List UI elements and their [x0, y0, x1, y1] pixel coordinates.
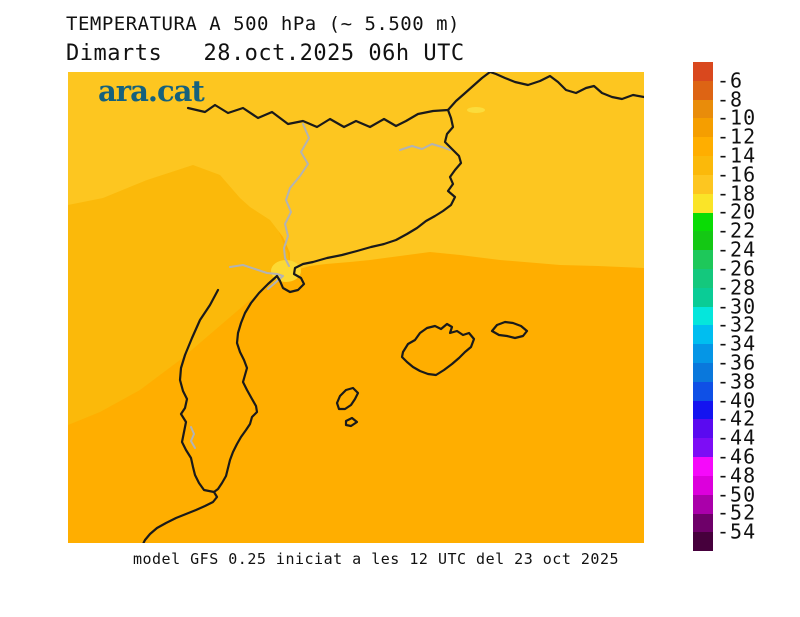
scale-label: -16 [717, 162, 757, 187]
island-menorca [490, 320, 529, 340]
island-mallorca [400, 322, 476, 377]
scale-segment [693, 193, 713, 213]
scale-label: -20 [717, 199, 757, 224]
map-fill-north-patch [467, 107, 485, 113]
scale-label: -48 [717, 463, 757, 488]
scale-label: -36 [717, 350, 757, 375]
map-fill-mid [68, 155, 290, 425]
scale-segment [693, 400, 713, 420]
scale-segment [693, 212, 713, 232]
border-aragon-catalonia [283, 123, 310, 267]
temperature-scale-bar [693, 62, 713, 552]
scale-segment [693, 532, 713, 552]
scale-label: -26 [717, 256, 757, 281]
scale-segment [693, 344, 713, 363]
scale-segment [693, 62, 713, 81]
border-pyrenees [186, 103, 450, 129]
scale-segment [693, 287, 713, 307]
scale-segment [693, 457, 713, 476]
scale-label: -12 [717, 124, 757, 149]
scale-segment [693, 156, 713, 175]
scale-label: -50 [717, 482, 757, 507]
border-northern-catalonia [399, 143, 451, 151]
scale-label: -10 [717, 105, 757, 130]
scale-label: -8 [717, 87, 744, 112]
temperature-map-svg [68, 72, 644, 543]
map-fill-light [68, 72, 644, 272]
scale-segment [693, 494, 713, 514]
scale-label: -44 [717, 425, 757, 450]
scale-segment [693, 137, 713, 157]
scale-segment [693, 174, 713, 194]
ara-cat-logo: ara.cat [98, 74, 205, 108]
scale-label: -38 [717, 369, 757, 394]
page-subtitle: Dimarts 28.oct.2025 06h UTC [66, 41, 465, 66]
scale-label: -28 [717, 275, 757, 300]
scale-segment [693, 306, 713, 326]
scale-label: -30 [717, 294, 757, 319]
scale-label: -42 [717, 406, 757, 431]
border-valencia-provinces [190, 426, 196, 449]
scale-label: -54 [717, 519, 757, 544]
scale-segment [693, 475, 713, 495]
temperature-scale-labels: -6 -8 -10 -12 -14 -16 -18 -20 -22 -24 -26 -28 -30 -32… [717, 62, 787, 551]
scale-segment [693, 118, 713, 138]
scale-segment [693, 325, 713, 345]
scale-label: -52 [717, 500, 757, 525]
page-title: TEMPERATURA A 500 hPa (~ 5.500 m) [66, 13, 460, 35]
scale-segment [693, 513, 713, 533]
scale-label: -24 [717, 237, 757, 262]
coastline-france [446, 72, 644, 112]
scale-label: -46 [717, 444, 757, 469]
coastline-catalonia-valencia [142, 108, 463, 543]
scale-segment [693, 438, 713, 458]
scale-segment [693, 363, 713, 382]
scale-label: -14 [717, 143, 757, 168]
footer-caption: model GFS 0.25 iniciat a les 12 UTC del … [132, 550, 620, 568]
scale-label: -22 [717, 218, 757, 243]
map-canvas [68, 72, 644, 543]
scale-label: -18 [717, 181, 757, 206]
scale-segment [693, 419, 713, 439]
scale-segment [693, 99, 713, 119]
scale-segment [693, 268, 713, 288]
scale-segment [693, 250, 713, 269]
scale-segment [693, 231, 713, 251]
scale-label: -6 [717, 68, 744, 93]
island-formentera [344, 416, 359, 428]
scale-segment [693, 80, 713, 100]
island-ibiza [335, 386, 360, 411]
scale-label: -40 [717, 388, 757, 413]
border-regional-west [229, 264, 284, 290]
scale-label: -34 [717, 331, 757, 356]
scale-segment [693, 381, 713, 401]
scale-label: -32 [717, 312, 757, 337]
border-valencia-inland [178, 288, 220, 494]
